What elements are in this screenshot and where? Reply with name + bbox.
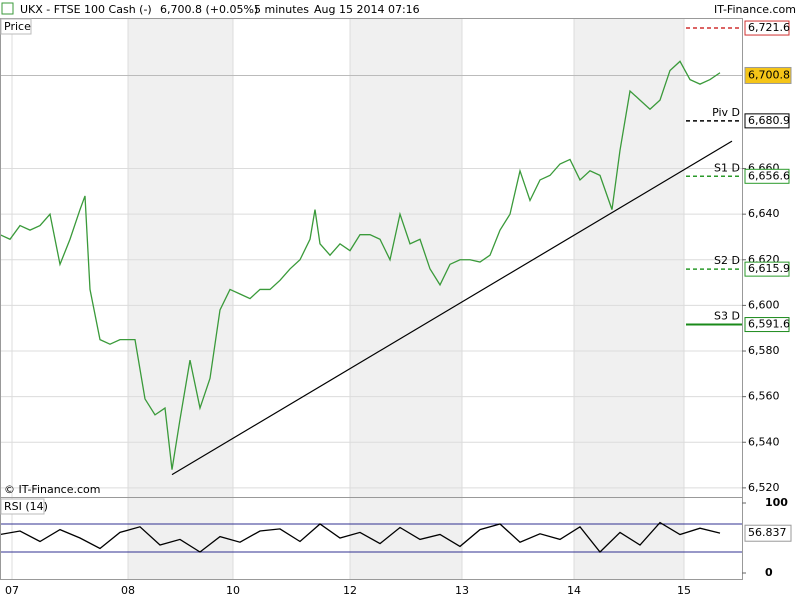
x-tick-label: 13 (455, 584, 469, 597)
x-tick-label: 12 (343, 584, 357, 597)
level-name: S1 D (714, 161, 740, 174)
level-name: S3 D (714, 310, 740, 323)
x-tick-label: 08 (121, 584, 135, 597)
rsi-tick-label: 0 (765, 566, 773, 579)
price-line (0, 60, 721, 470)
x-tick-label: 10 (226, 584, 240, 597)
y-tick-label: 6,520 (748, 481, 780, 494)
symbol: UKX - FTSE 100 Cash (-) (20, 3, 152, 16)
price-panel-label: Price (4, 20, 31, 33)
session-band (128, 18, 233, 580)
level-label: 6,615.9 (748, 262, 790, 275)
level-label-box (744, 113, 790, 129)
y-tick-label: 6,600 (748, 298, 780, 311)
y-tick-label: 6,580 (748, 344, 780, 357)
x-tick-label: 14 (567, 584, 581, 597)
x-tick-label: 15 (677, 584, 691, 597)
trend-line (171, 140, 733, 476)
level-label-box (744, 168, 790, 184)
rsi-tick-label: 100 (765, 496, 788, 509)
level-label-box (744, 261, 790, 277)
session-band (350, 18, 462, 580)
interval: 5 minutes (254, 3, 309, 16)
y-tick-label: 6,640 (748, 207, 780, 220)
plot (0, 18, 742, 580)
level-label: 6,591.6 (748, 318, 790, 331)
y-tick-label: 6,560 (748, 390, 780, 403)
y-tick-label: 6,540 (748, 435, 780, 448)
rsi-last-label: 56.837 (748, 526, 787, 539)
level-label: 6,680.9 (748, 114, 790, 127)
level-label: 6,721.6 (748, 21, 790, 34)
rsi-label-box (0, 498, 45, 515)
quote: 6,700.8 (+0.05%) (160, 3, 258, 16)
price-line (0, 521, 721, 553)
rsi-panel-label: RSI (14) (4, 500, 48, 513)
price-label-box (0, 18, 32, 35)
brand: IT-Finance.com (714, 3, 796, 16)
level-label-box (744, 317, 790, 333)
x-tick-label: 07 (5, 584, 19, 597)
timestamp: Aug 15 2014 07:16 (314, 3, 420, 16)
last-price-label: 6,700.8 (748, 68, 790, 81)
rsi-last-box (744, 524, 792, 542)
level-name: Piv D (712, 106, 740, 119)
level-label: 6,656.6 (748, 169, 790, 182)
copyright: © IT-Finance.com (4, 483, 101, 496)
session-shading (128, 18, 684, 580)
level-name: S2 D (714, 254, 740, 267)
app-icon (1, 2, 14, 15)
level-label-box (744, 20, 790, 36)
session-band (574, 18, 684, 580)
rsi-panel-frame (0, 497, 743, 580)
last-price-box (744, 66, 792, 84)
